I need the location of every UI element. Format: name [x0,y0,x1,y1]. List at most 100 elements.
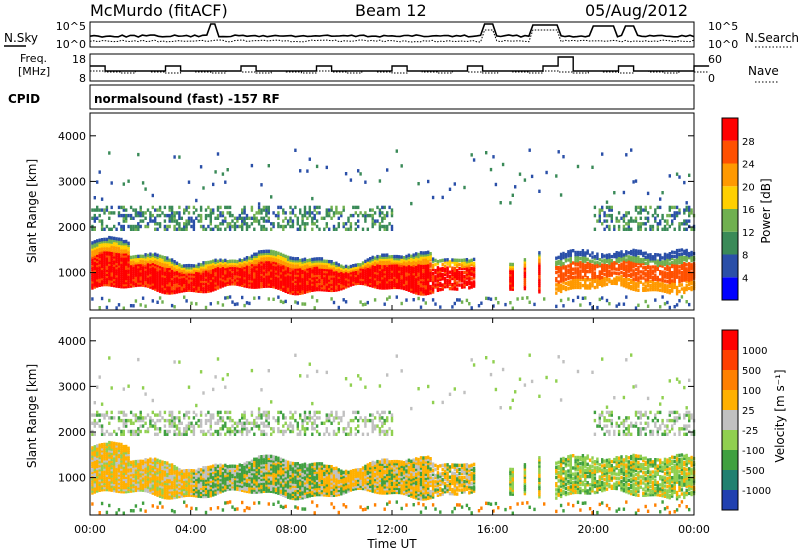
power-cell [584,273,587,278]
power-cell [538,275,541,280]
power-cell [173,270,176,274]
power-cell [183,288,186,293]
power-cell [398,259,401,263]
velocity-cell [108,449,111,453]
velocity-cell [134,470,138,474]
velocity-cell [108,503,111,508]
power-cell [241,267,244,271]
power-cell [238,270,241,275]
power-cell [376,219,379,223]
power-cell [214,275,217,279]
power-cell [98,248,101,253]
power-cell [294,265,297,269]
velocity-cell [91,450,94,454]
power-cell [296,285,299,290]
power-cell [431,257,435,261]
power-cell [313,306,316,310]
velocity-cell [149,418,152,423]
power-cell [427,267,430,271]
velocity-cell [141,472,145,476]
power-cell [625,266,628,270]
power-cell [608,259,611,263]
power-cell [137,222,140,226]
power-cell [325,267,328,272]
power-cell [617,227,621,231]
power-cell [286,265,290,270]
power-cell [267,263,270,268]
power-cell [168,224,171,229]
power-cell [381,284,384,288]
power-cell [659,205,662,210]
power-cell [456,273,459,277]
power-cell [673,227,676,231]
velocity-cell [96,468,99,473]
power-cell [161,276,164,280]
power-cell [296,263,299,267]
power-cell [562,274,565,278]
power-cell [574,259,577,263]
power-cell [671,271,674,275]
power-cell [381,269,384,274]
power-cell [523,278,527,283]
power-cell [289,272,292,277]
power-cell [656,288,659,292]
power-cell [680,275,684,279]
power-cell [555,287,558,291]
power-cell [651,265,655,269]
velocity-cell [144,462,147,466]
power-cell [407,274,411,278]
power-cell [187,272,191,276]
power-cell [117,237,121,241]
power-cell [371,255,374,260]
power-cell [605,276,609,280]
power-cell [274,283,278,287]
power-cell [424,269,427,273]
power-cell [376,261,379,265]
power-cell [110,283,113,287]
velocity-cell [100,471,104,476]
power-cell [511,273,514,277]
power-cell [98,273,101,277]
power-cell [441,195,444,200]
velocity-cell [151,464,154,469]
power-cell [489,167,493,172]
power-cell [161,271,164,276]
power-cell [299,271,302,275]
power-cell [315,261,319,265]
velocity-cell [129,483,133,487]
power-cell [584,269,587,274]
velocity-cell [93,469,96,474]
power-cell [108,216,111,220]
power-cell [330,205,333,210]
power-cell [183,211,186,215]
power-cell [110,227,113,231]
velocity-cell [120,451,123,455]
power-cell [139,281,142,285]
velocity-cell [115,470,118,475]
power-cell [125,213,128,218]
power-cell [622,284,626,288]
power-cell [352,213,355,218]
power-cell [122,239,125,244]
power-cell [683,251,686,256]
power-cell [378,227,382,231]
power-cell [378,265,382,269]
power-cell [115,245,118,249]
power-cell [613,279,616,283]
power-cell [221,269,225,274]
power-cell [243,208,246,212]
velocity-cell [91,452,94,456]
power-cell [603,266,606,271]
power-cell [262,262,266,266]
power-cell [620,262,623,266]
power-cell [325,213,328,218]
power-cell [260,276,263,281]
velocity-cell [108,481,111,486]
power-cell [388,222,391,226]
power-cell [282,278,285,282]
power-cell [646,219,650,223]
power-cell [255,258,258,263]
power-cell [96,253,99,257]
power-cell [376,259,379,263]
power-cell [248,224,251,229]
